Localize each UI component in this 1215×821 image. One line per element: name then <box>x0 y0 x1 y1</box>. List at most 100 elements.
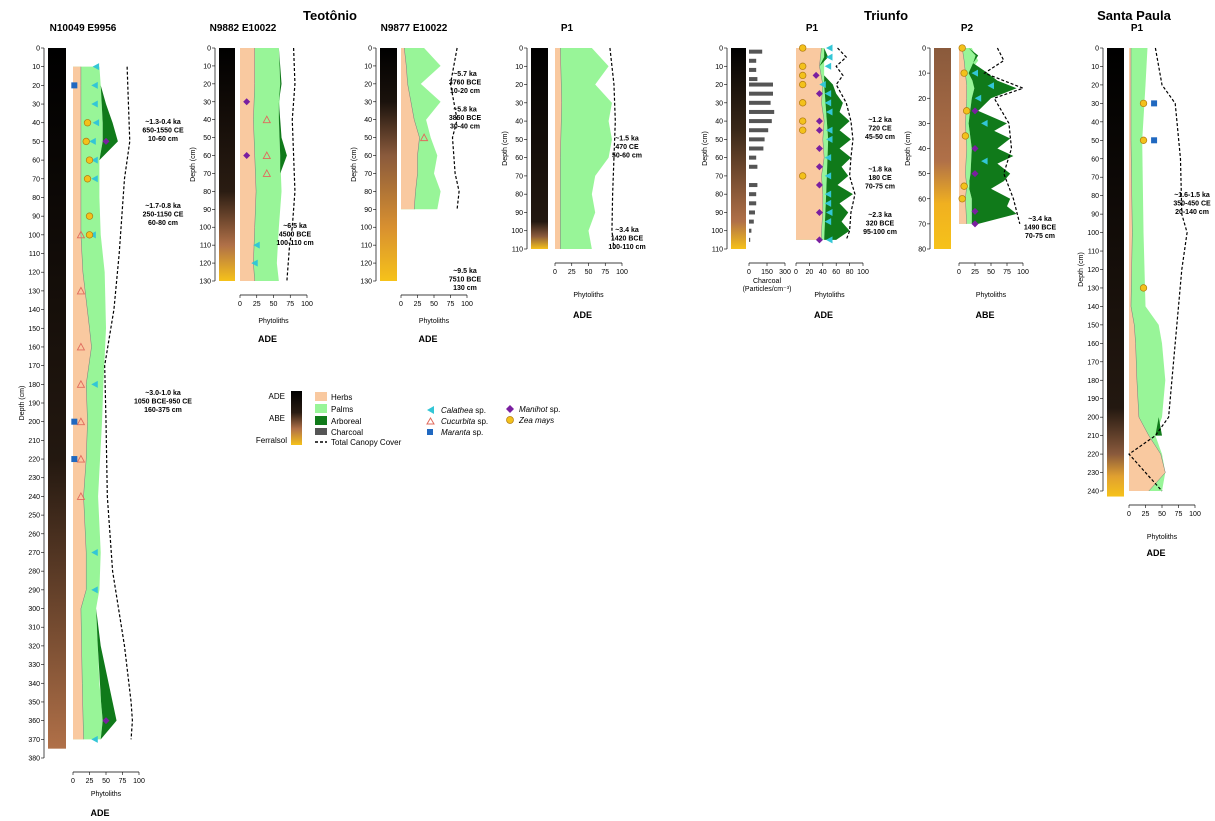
date-annotation: ~1.3-0.4 ka <box>145 119 181 126</box>
depth-tick-label: 140 <box>28 307 40 314</box>
cucurbita-marker <box>76 379 86 388</box>
calathea-marker <box>824 154 832 162</box>
date-annotation: ~9.5 ka <box>453 268 477 275</box>
maranta-marker <box>71 456 78 463</box>
depth-tick-label: 220 <box>28 457 40 464</box>
date-annotation: 350-450 CE <box>1173 200 1211 207</box>
zea-marker <box>799 117 807 125</box>
charcoal-bar <box>749 228 752 233</box>
depth-tick-label: 0 <box>519 46 523 53</box>
manihot-marker <box>815 163 823 171</box>
phytolith-tick-label: 100 <box>133 778 145 785</box>
depth-tick-label: 90 <box>32 214 40 221</box>
cucurbita-marker <box>419 133 429 142</box>
site-title-triunfo: Triunfo <box>864 8 908 23</box>
depth-tick-label: 80 <box>32 195 40 202</box>
date-annotation: ~5.8 ka <box>453 107 477 114</box>
date-annotation: 30-40 cm <box>450 124 480 131</box>
depth-tick-label: 230 <box>1087 470 1099 477</box>
calathea-marker <box>91 548 98 556</box>
date-annotation: ~1.7-0.8 ka <box>145 203 181 210</box>
phytolith-axis-label: Phytoliths <box>91 791 122 798</box>
manihot-marker <box>815 145 823 152</box>
soil-label: ADE <box>418 334 437 344</box>
depth-tick-label: 200 <box>1087 415 1099 422</box>
depth-tick-label: 320 <box>28 643 40 650</box>
soil-column <box>731 48 746 249</box>
legend-zea-label: Zea mays <box>518 416 554 425</box>
depth-tick-label: 230 <box>28 475 40 482</box>
depth-tick-label: 60 <box>715 155 723 162</box>
maranta-marker <box>1151 100 1158 107</box>
panel-title: N9877 E10022 <box>381 23 448 34</box>
phytolith-tick-label: 25 <box>86 778 94 785</box>
phytolith-axis-label: Phytoliths <box>1147 534 1178 541</box>
phytolith-axis-label: Phytoliths <box>573 292 604 299</box>
zea-marker <box>83 175 92 183</box>
panel-title: N9882 E10022 <box>210 23 277 34</box>
phytolith-tick-label: 100 <box>616 269 628 276</box>
zea-marker <box>85 212 94 220</box>
date-annotation: 95-100 cm <box>863 229 897 236</box>
charcoal-axis-label: Charcoal <box>753 278 781 285</box>
depth-tick-label: 20 <box>203 81 211 88</box>
depth-tick-label: 30 <box>32 102 40 109</box>
depth-tick-label: 20 <box>32 83 40 90</box>
depth-tick-label: 0 <box>922 46 926 53</box>
soil-label: ADE <box>814 310 833 320</box>
charcoal-bar <box>749 77 758 82</box>
date-annotation: 70-75 cm <box>865 184 895 191</box>
depth-tick-label: 40 <box>715 119 723 126</box>
calathea-marker <box>971 69 978 77</box>
date-annotation: ~1.8 ka <box>868 167 892 174</box>
depth-tick-label: 60 <box>203 153 211 160</box>
depth-tick-label: 330 <box>28 662 40 669</box>
legend-cucurbita-sp: sp. <box>477 417 488 426</box>
depth-tick-label: 30 <box>515 100 523 107</box>
panel-5: P1 0 10 20 30 40 50 60 70 80 90 100 110 Depth (cm) 0 20… <box>702 23 897 320</box>
arboreal-area <box>96 66 118 740</box>
cucurbita-marker <box>76 454 86 463</box>
manihot-marker <box>102 137 110 145</box>
phytolith-tick-label: 75 <box>286 301 294 308</box>
phytolith-tick-label: 25 <box>414 301 422 308</box>
date-annotation: 100-110 cm <box>608 244 645 251</box>
soil-column <box>531 48 548 249</box>
depth-tick-label: 50 <box>1091 138 1099 145</box>
date-annotation: ~1.5 ka <box>615 136 639 143</box>
depth-tick-label: 180 <box>28 382 40 389</box>
depth-tick-label: 80 <box>364 189 372 196</box>
panel-7: P1 0 10 20 30 40 50 60 70 80 90 100 110 120 130 140 150 1… <box>1078 23 1211 558</box>
herbs-boundary <box>253 48 257 282</box>
zea-marker <box>799 126 807 134</box>
calathea-marker <box>826 208 833 216</box>
calathea-marker <box>826 126 833 134</box>
calathea-marker <box>826 53 833 61</box>
canopy-line <box>835 47 856 241</box>
depth-tick-label: 40 <box>1091 119 1099 126</box>
depth-tick-label: 30 <box>715 100 723 107</box>
zea-marker <box>960 182 968 190</box>
phytolith-tick-label: 75 <box>119 778 127 785</box>
phytolith-tick-label: 0 <box>957 269 961 276</box>
date-annotation: ~2.3 ka <box>868 212 892 219</box>
depth-tick-label: 100 <box>511 228 523 235</box>
cucurbita-marker <box>76 342 86 351</box>
manihot-marker <box>102 717 110 725</box>
date-annotation: 130 cm <box>453 285 477 292</box>
charcoal-axis-unit: (Particles/cm⁻³) <box>743 286 792 293</box>
cucurbita-marker <box>262 115 272 124</box>
panel-1: N10049 E9956 0 10 20 30 40 50 60 70 80 90 100 110 120… <box>19 23 192 818</box>
depth-tick-label: 250 <box>28 513 40 520</box>
panel-title: P1 <box>1131 23 1144 34</box>
cucurbita-marker <box>76 286 86 295</box>
depth-tick-label: 160 <box>28 344 40 351</box>
calathea-marker <box>824 62 832 70</box>
manihot-marker <box>815 117 823 125</box>
depth-tick-label: 210 <box>1087 433 1099 440</box>
depth-tick-label: 60 <box>364 153 372 160</box>
manihot-marker <box>243 152 251 160</box>
depth-tick-label: 310 <box>28 625 40 632</box>
depth-tick-label: 60 <box>32 158 40 165</box>
calathea-marker <box>824 199 832 207</box>
